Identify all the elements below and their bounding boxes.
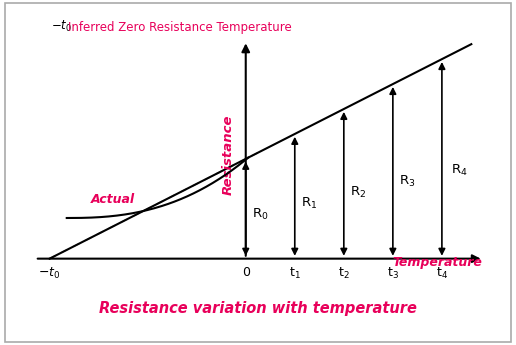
Text: Actual: Actual (91, 193, 135, 206)
Text: $-t_0$: $-t_0$ (38, 266, 61, 281)
Text: Resistance variation with temperature: Resistance variation with temperature (99, 302, 417, 316)
Text: R$_2$: R$_2$ (350, 185, 366, 200)
Text: $-t_0$: $-t_0$ (51, 19, 72, 34)
Text: Inferred Zero Resistance Temperature: Inferred Zero Resistance Temperature (68, 21, 292, 34)
Text: R$_0$: R$_0$ (252, 207, 269, 222)
Text: R$_3$: R$_3$ (399, 174, 416, 189)
Text: t$_3$: t$_3$ (387, 266, 399, 281)
Text: R$_1$: R$_1$ (301, 196, 317, 211)
Text: Temperature: Temperature (392, 256, 482, 269)
Text: t$_1$: t$_1$ (289, 266, 301, 281)
Text: R$_4$: R$_4$ (450, 163, 467, 178)
Text: t$_2$: t$_2$ (338, 266, 350, 281)
Text: t$_4$: t$_4$ (436, 266, 448, 281)
Text: 0: 0 (241, 266, 250, 279)
Text: Resistance: Resistance (222, 115, 235, 195)
